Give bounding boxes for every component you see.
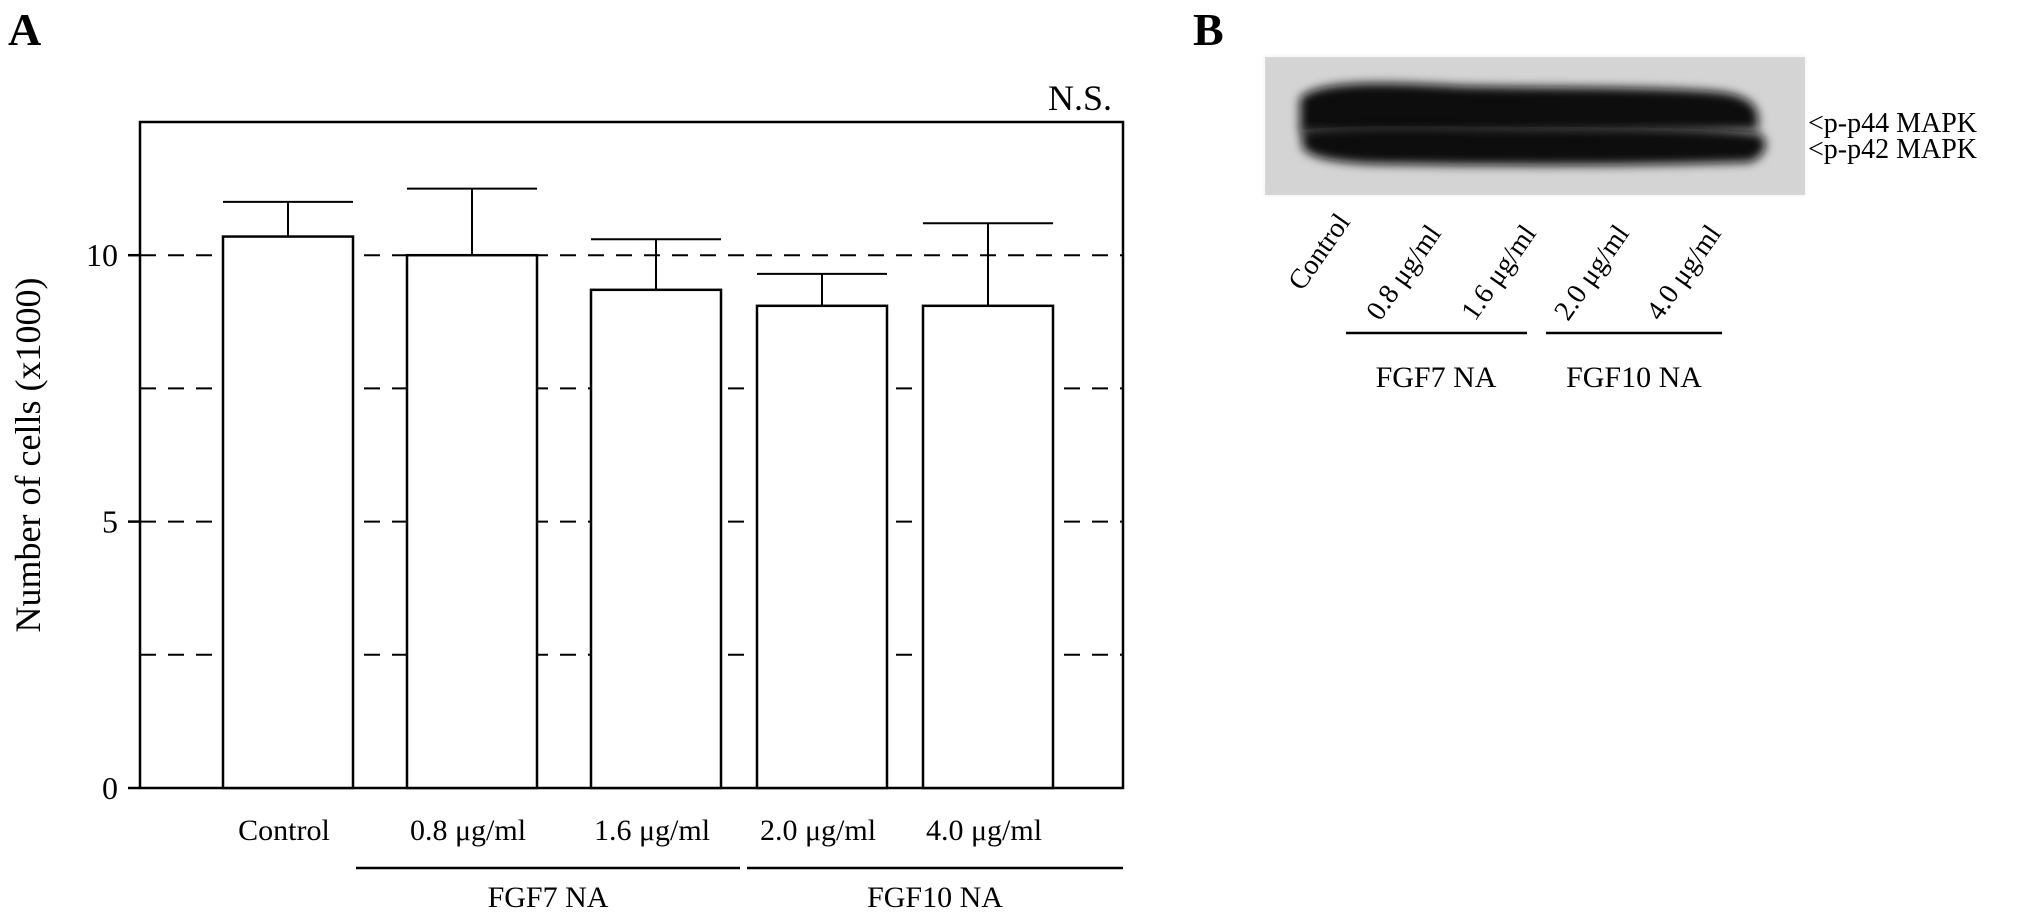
group-label: FGF10 NA — [867, 881, 1003, 914]
panel-b-western-blot: B <p-p44 MAPK <p-p42 MAPK Control 0.8 μg… — [1193, 4, 1977, 394]
panel-a-label: A — [8, 4, 41, 55]
x-category-label: 4.0 μg/ml — [926, 814, 1042, 847]
blot-image — [1265, 57, 1805, 195]
panel-b-label: B — [1193, 4, 1224, 55]
y-axis-ticks: 0 5 10 — [86, 237, 140, 806]
y-tick-label: 0 — [102, 770, 118, 806]
group-label-fgf7: FGF7 NA — [1376, 361, 1497, 394]
lane-label-control: Control — [1282, 208, 1357, 296]
x-category-label: 1.6 μg/ml — [594, 814, 710, 847]
error-bars — [223, 187, 1053, 306]
blot-band-p44 — [1300, 83, 1758, 132]
bar — [405, 253, 539, 790]
band-label-p44: <p-p44 MAPK — [1808, 108, 1977, 139]
group-label-fgf10: FGF10 NA — [1566, 361, 1702, 394]
bar — [921, 304, 1055, 790]
lane-label-4-0: 4.0 μg/ml — [1640, 219, 1728, 326]
bars — [221, 235, 1055, 790]
lane-label-2-0: 2.0 μg/ml — [1548, 219, 1636, 326]
blot-band-p42 — [1302, 125, 1766, 166]
bar — [589, 288, 723, 790]
y-tick-label: 10 — [86, 237, 118, 273]
y-tick-label: 5 — [102, 504, 118, 540]
x-category-label: 0.8 μg/ml — [410, 814, 526, 847]
x-group-labels: FGF7 NA FGF10 NA — [356, 866, 1123, 914]
x-category-label: Control — [238, 814, 330, 847]
band-label-p42: <p-p42 MAPK — [1808, 134, 1977, 165]
x-category-label: 2.0 μg/ml — [760, 814, 876, 847]
group-label: FGF7 NA — [488, 881, 609, 914]
x-category-labels: Control 0.8 μg/ml 1.6 μg/ml 2.0 μg/ml 4.0 μg… — [238, 814, 1042, 847]
significance-annotation: N.S. — [1048, 78, 1112, 118]
panel-a-bar-chart: A 0 5 10 Control 0.8 μg/ml 1.6 μg/ml 2.0 μg/m… — [8, 4, 1125, 914]
bar — [755, 304, 889, 790]
y-axis-title: Number of cells (x1000) — [8, 278, 48, 633]
bar — [221, 235, 355, 790]
lane-label-1-6: 1.6 μg/ml — [1455, 219, 1543, 326]
lane-label-0-8: 0.8 μg/ml — [1360, 219, 1448, 326]
